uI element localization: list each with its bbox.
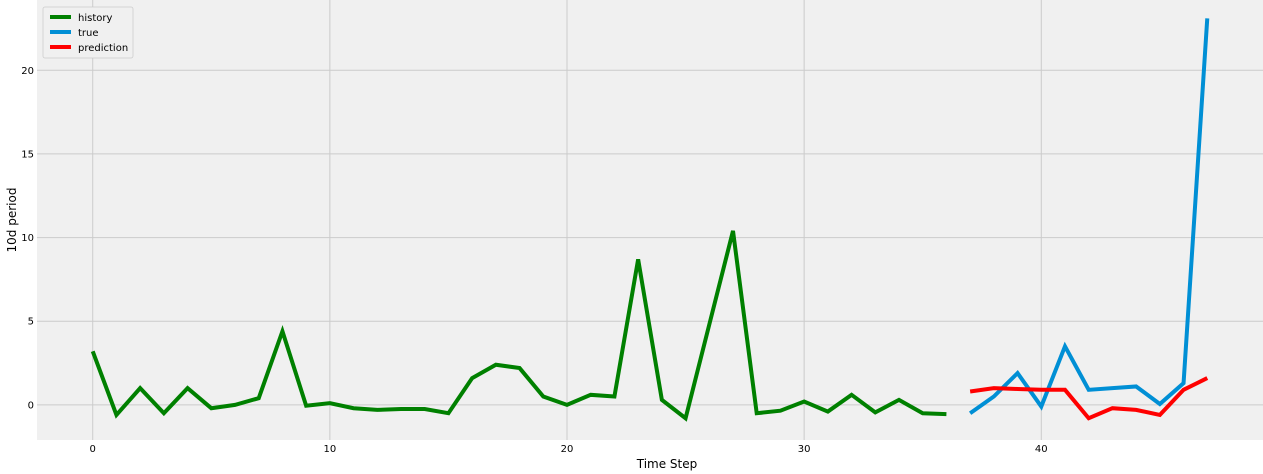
x-tick-label: 20 [561, 444, 574, 455]
legend: history true prediction [42, 6, 134, 59]
x-tick-label: 40 [1035, 444, 1048, 455]
legend-label-true: true [78, 28, 99, 39]
series-line-prediction [969, 376, 1209, 421]
x-tick-label: 10 [323, 444, 336, 455]
x-axis-ticks: 0 10 20 30 40 [90, 444, 1048, 455]
x-tick-label: 30 [798, 444, 811, 455]
y-tick-label: 10 [21, 233, 34, 244]
x-tick-label: 0 [90, 444, 96, 455]
legend-label-history: history [78, 13, 112, 24]
y-tick-label: 20 [21, 66, 34, 77]
series-line-history [90, 230, 947, 422]
y-axis-label: 10d period [5, 188, 19, 253]
series-lines [90, 18, 1210, 422]
y-tick-label: 0 [28, 400, 34, 411]
y-tick-label: 15 [21, 149, 34, 160]
y-tick-label: 5 [28, 317, 34, 328]
y-axis-ticks: 0 5 10 15 20 [21, 66, 34, 412]
legend-label-prediction: prediction [78, 43, 128, 54]
series-line-true [968, 18, 1210, 415]
x-axis-label: Time Step [636, 457, 698, 471]
